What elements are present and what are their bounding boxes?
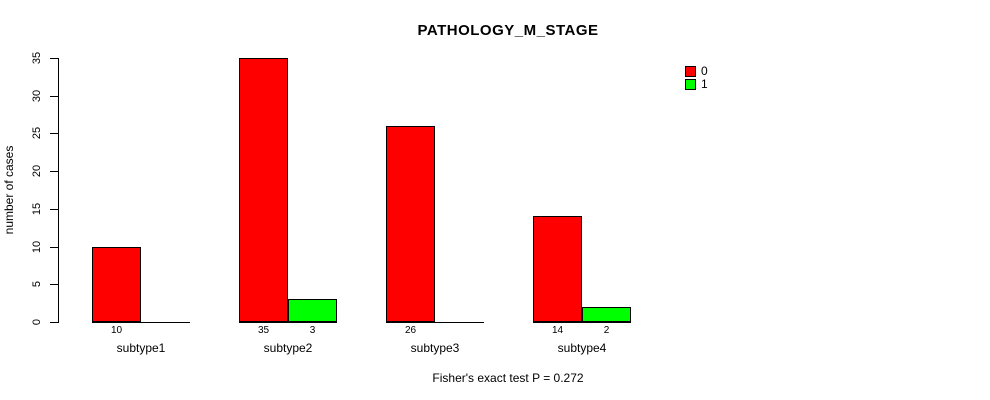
- bar-subtype3-series-0: [386, 126, 435, 322]
- y-tick: [50, 247, 58, 248]
- legend-label: 1: [701, 76, 708, 91]
- bar-value-label: 14: [551, 325, 564, 336]
- y-tick: [50, 171, 58, 172]
- bar-value-label: 3: [309, 325, 316, 336]
- bar-value-label: 26: [404, 325, 417, 336]
- legend-swatch-red: [685, 65, 696, 77]
- y-axis-line: [58, 58, 59, 323]
- group-baseline: [533, 322, 631, 323]
- y-tick: [50, 209, 58, 210]
- y-tick-label: 30: [31, 89, 43, 103]
- bar-value-label: 35: [257, 325, 270, 336]
- bar-value-label: 10: [110, 325, 123, 336]
- y-tick: [50, 284, 58, 285]
- y-tick-label: 35: [31, 51, 43, 65]
- y-tick-label: 5: [31, 280, 43, 288]
- group-baseline: [92, 322, 190, 323]
- y-tick: [50, 58, 58, 59]
- y-tick-label: 0: [31, 318, 43, 326]
- x-category-label: subtype1: [116, 341, 166, 355]
- bar-subtype1-series-0: [92, 247, 141, 322]
- y-tick: [50, 96, 58, 97]
- legend-item-0: 0: [685, 65, 708, 77]
- y-tick-label: 15: [31, 202, 43, 216]
- y-tick: [50, 133, 58, 134]
- bar-subtype2-series-1: [288, 299, 337, 322]
- bar-subtype4-series-0: [533, 216, 582, 322]
- x-category-label: subtype2: [263, 341, 313, 355]
- y-tick-label: 25: [31, 126, 43, 140]
- legend-label: 0: [701, 63, 708, 78]
- x-category-label: subtype4: [557, 341, 607, 355]
- group-baseline: [239, 322, 337, 323]
- chart-title: PATHOLOGY_M_STAGE: [417, 22, 599, 39]
- legend-item-1: 1: [685, 78, 708, 90]
- legend: 0 1: [685, 65, 708, 91]
- y-tick-label: 20: [31, 164, 43, 178]
- y-tick: [50, 322, 58, 323]
- annotation-text: Fisher's exact test P = 0.272: [432, 371, 584, 385]
- group-baseline: [386, 322, 484, 323]
- bar-subtype4-series-1: [582, 307, 631, 322]
- y-tick-label: 10: [31, 240, 43, 254]
- legend-swatch-green: [685, 78, 696, 90]
- bar-value-label: 2: [603, 325, 610, 336]
- bar-subtype2-series-0: [239, 58, 288, 322]
- x-category-label: subtype3: [410, 341, 460, 355]
